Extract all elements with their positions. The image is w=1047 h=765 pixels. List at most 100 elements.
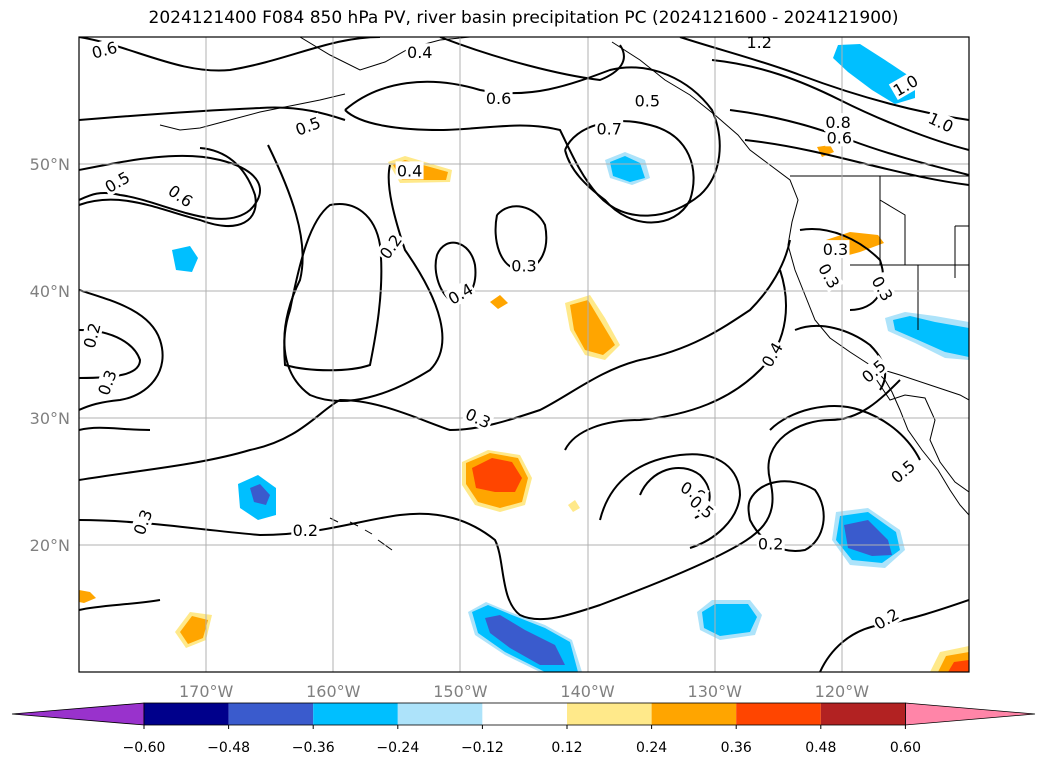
alaska-coast: [299, 37, 471, 71]
contour-label-bg: [685, 491, 719, 523]
contour-label-bg: [824, 113, 853, 132]
lon-tick-label: 160°W: [306, 682, 361, 701]
colorbar-tick-label: 0.12: [551, 740, 582, 756]
gridlines: [79, 37, 969, 672]
colorbar-segment: [313, 703, 398, 725]
aleutians: [159, 93, 346, 131]
contour-label-bg: [93, 366, 121, 399]
baja-coast: [869, 369, 969, 493]
lon-tick-label: 140°W: [560, 682, 615, 701]
contour-label-bg: [888, 70, 923, 101]
contour-0.6-top: [744, 139, 969, 186]
contour-label: 0.3: [823, 240, 848, 259]
colorbar-segment: [736, 703, 821, 725]
contour-label-bg: [814, 259, 844, 293]
contour-label: 0.8: [825, 113, 850, 132]
shade-south-blue-core: [485, 615, 565, 665]
colorbar-tick-label: −0.48: [207, 740, 250, 756]
contour-label: 1.2: [746, 33, 771, 52]
contour-0.2-inner: [283, 203, 383, 372]
colorbar-tick-label: 0.48: [805, 740, 836, 756]
state-lines: [850, 176, 969, 330]
map-plot-area: 0.60.50.5 0.60.40.20.60.70.50.30.40.20.30…: [79, 33, 969, 672]
contour-label: 0.6: [827, 128, 852, 147]
contour-label-bg: [443, 278, 478, 309]
colorbar-segment: [144, 703, 229, 725]
lon-tick-label: 120°W: [815, 682, 870, 701]
lon-tick-label: 130°W: [688, 682, 743, 701]
contour-label-bg: [375, 229, 406, 264]
contour-label-bg: [129, 505, 156, 539]
colorbar-segment: [820, 703, 906, 725]
colorbar-tick-label: 0.24: [636, 740, 667, 756]
contour-label: 0.2: [293, 521, 318, 540]
longitude-tick-labels: 170°W 160°W 150°W 140°W 130°W 120°W: [179, 682, 869, 701]
colorbar-segment: [397, 703, 483, 725]
contour-0.5-mid: [79, 154, 261, 220]
contour-label-bg: [924, 108, 958, 137]
shade-low-orange-core: [570, 300, 615, 355]
contour-0.3-big: [79, 289, 164, 411]
colorbar-segment: [651, 703, 737, 725]
shade-hawaii-blue-core: [250, 484, 270, 505]
shade-mexico-blue-core: [844, 520, 892, 556]
contour-label-bg: [100, 166, 134, 197]
contour-label: 0.4: [397, 161, 422, 180]
shade-170w-orange-core: [180, 616, 208, 644]
contour-0.4-se: [564, 269, 787, 451]
contour-label-bg: [745, 37, 774, 52]
contour-0.6-left: [79, 147, 257, 227]
colorbar-tick-label: −0.24: [376, 740, 419, 756]
contour-label-bg: [825, 128, 854, 147]
shade-left-blue: [172, 246, 198, 272]
shade-left-edge-orange: [79, 590, 96, 603]
mexico-border: [869, 365, 969, 401]
lat-tick-label: 40°N: [30, 282, 70, 301]
contour-label-bg: [757, 337, 787, 372]
contour-label-bg: [484, 88, 513, 107]
colorbar-tick-label: −0.60: [123, 740, 166, 756]
latitude-tick-labels: 50°N 40°N 30°N 20°N: [30, 155, 70, 555]
shade-tiny-yellow: [568, 500, 580, 512]
contour-label: 0.2: [758, 535, 783, 554]
shade-bottom-right-red: [948, 660, 969, 672]
colorbar-segment: [228, 703, 314, 725]
colorbar-extend-low: [11, 702, 145, 726]
shade-red-core: [472, 458, 522, 492]
colorbar-frame: [143, 702, 906, 726]
coastlines: [159, 37, 969, 551]
colorbar-extend-high: [905, 702, 1036, 726]
contour-0.5-left: [79, 106, 346, 121]
contour-label-bg: [164, 180, 198, 212]
contour-label: 0.6: [486, 89, 511, 108]
contour-label-bg: [510, 256, 538, 275]
contour-0.5-se: [599, 453, 742, 549]
contour-0.2-se-loop: [747, 480, 825, 552]
colorbar-segment: [482, 703, 567, 725]
colorbar-segment: [567, 703, 652, 725]
contour-1.2-top: [679, 37, 969, 121]
contour-label: 0.4: [407, 43, 432, 62]
contour-label-bg: [395, 161, 424, 180]
contour-label: 0.7: [596, 119, 621, 138]
map-title: 2024121400 F084 850 hPa PV, river basin …: [148, 8, 899, 28]
colorbar-tick-label: 0.60: [890, 740, 921, 756]
lon-tick-label: 150°W: [433, 682, 488, 701]
contour-label-bg: [291, 112, 325, 140]
contour-label-bg: [821, 240, 850, 259]
contour-label-bg: [405, 43, 434, 62]
contour-label-bg: [867, 271, 898, 306]
contour-label: 0.5: [635, 92, 660, 111]
contour-0.3-lower: [79, 426, 161, 611]
shade-sw-blue-core: [702, 604, 757, 636]
contour-label-bg: [595, 119, 624, 138]
contour-label-bg: [756, 534, 785, 553]
contour-label-bg: [291, 520, 320, 539]
contour-0.3-loop: [494, 205, 548, 272]
lon-tick-label: 170°W: [179, 682, 234, 701]
contour-label-bg: [633, 91, 662, 110]
north-america-coast: [611, 41, 969, 516]
contour-label: 0.3: [511, 257, 536, 276]
contour-label-bg: [79, 319, 105, 352]
